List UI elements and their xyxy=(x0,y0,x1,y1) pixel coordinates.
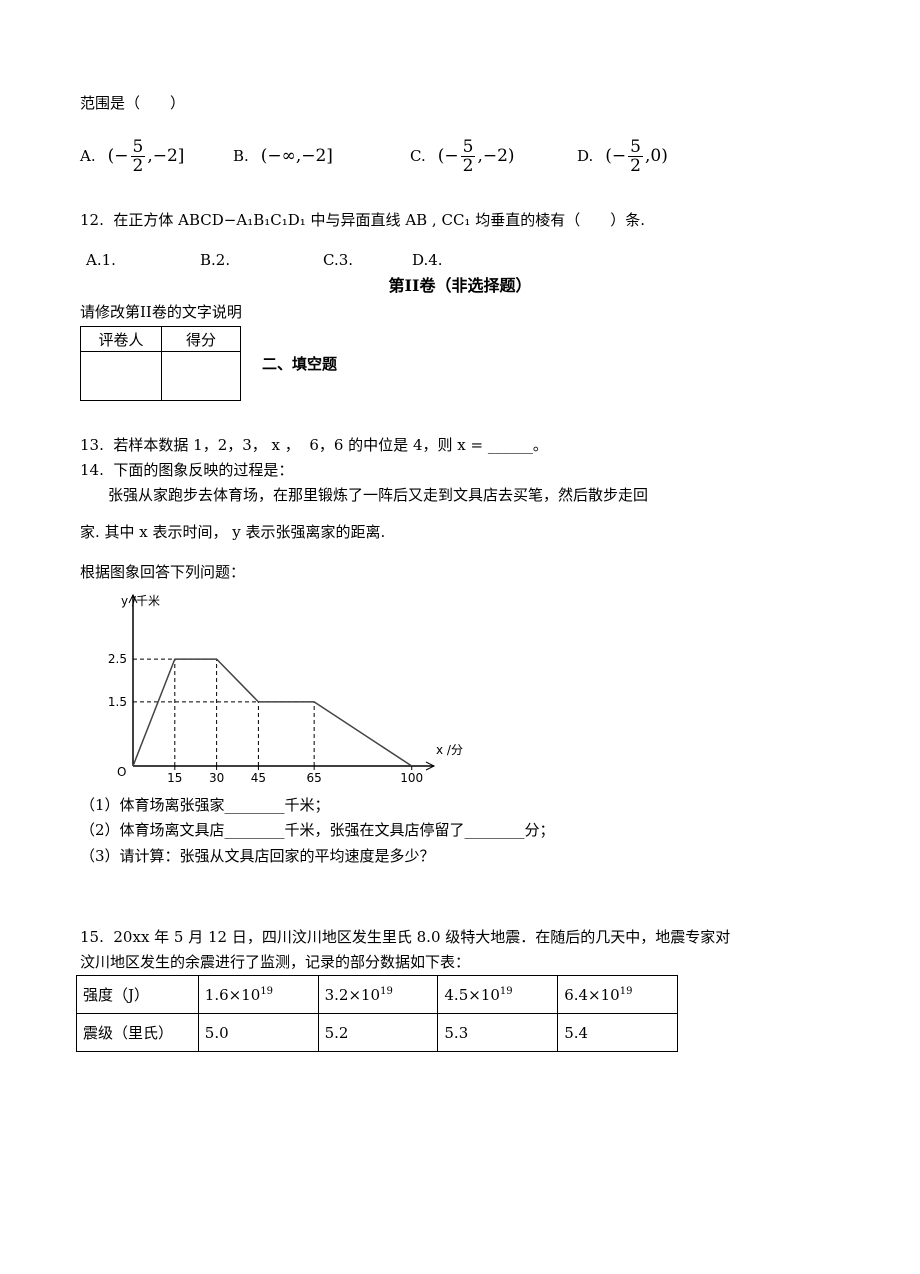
table-row: 强度（J） 1.6×1019 3.2×1019 4.5×1019 6.4×1019 xyxy=(76,975,678,1014)
denominator: 2 xyxy=(630,155,641,176)
x-tick-label: 30 xyxy=(209,771,224,785)
cell-exponent: 19 xyxy=(499,985,513,997)
q11-tail: 范围是（ ） xyxy=(80,94,186,112)
denominator: 2 xyxy=(462,155,474,176)
table-cell: 5.4 xyxy=(557,1013,678,1052)
origin-label: O xyxy=(117,765,126,779)
score-cell xyxy=(80,351,162,401)
cell-exponent: 19 xyxy=(619,985,633,997)
x-axis-label: x /分 xyxy=(436,743,463,757)
section-heading: 二、填空题 xyxy=(262,355,338,373)
option: B. (−∞,−2] xyxy=(233,136,333,176)
denominator: 2 xyxy=(132,155,144,176)
cell-base: 6.4×10 xyxy=(564,985,620,1004)
option-right: ,0) xyxy=(644,146,668,166)
score-header: 得分 xyxy=(161,326,241,352)
q13-text: 13. 若样本数据 1，2，3， x ， 6，6 的中位是 4，则 x = __… xyxy=(80,436,548,454)
option-left: (− xyxy=(605,146,627,166)
y-tick-label: 1.5 xyxy=(108,695,127,709)
subquestion: （1）体育场离张强家________千米； xyxy=(80,796,330,814)
option: C.3. xyxy=(323,251,354,269)
option-label: B. xyxy=(233,147,249,165)
table-cell: 震级（里氏） xyxy=(76,1013,199,1052)
option: A.1. xyxy=(86,251,116,269)
numerator: 5 xyxy=(460,136,476,157)
x-tick-label: 15 xyxy=(167,771,182,785)
score-header: 评卷人 xyxy=(80,326,162,352)
numerator: 5 xyxy=(628,136,643,157)
option: C. (− 5 2 ,−2) xyxy=(410,136,515,176)
q15-line: 汶川地区发生的余震进行了监测，记录的部分数据如下表： xyxy=(80,953,471,971)
q14-intro: 14. 下面的图象反映的过程是： xyxy=(80,461,294,479)
part-title: 第II卷（非选择题） xyxy=(388,276,532,295)
y-axis-label: y /千米 xyxy=(121,594,160,608)
table-cell: 5.3 xyxy=(437,1013,559,1052)
option-expr: (−∞,−2] xyxy=(260,146,333,166)
option: D.4. xyxy=(412,251,443,269)
score-header-row: 评卷人 得分 xyxy=(80,326,241,352)
numerator: 5 xyxy=(130,136,146,157)
option-right: ,−2) xyxy=(477,146,515,166)
subquestion: （2）体育场离文具店________千米，张强在文具店停留了________分； xyxy=(80,821,555,839)
option-left: (− xyxy=(437,146,459,166)
distance-line xyxy=(132,658,413,767)
table-cell: 6.4×1019 xyxy=(557,975,678,1014)
distance-time-chart: y /千米 x /分 O 1.5 2.5 15 30 45 65 100 xyxy=(108,593,463,785)
option-left: (− xyxy=(107,146,129,166)
q14-para: 张强从家跑步去体育场，在那里锻炼了一阵后又走到文具店去买笔，然后散步走回 xyxy=(108,486,649,504)
subquestion: （3）请计算：张强从文具店回家的平均速度是多少？ xyxy=(80,847,435,865)
cell-exponent: 19 xyxy=(380,985,393,997)
q15-line: 15. 20xx 年 5 月 12 日，四川汶川地区发生里氏 8.0 级特大地震… xyxy=(80,928,731,946)
part-note: 请修改第II卷的文字说明 xyxy=(80,303,242,321)
option: D. (− 5 2,0) xyxy=(577,136,668,176)
x-tick-label: 100 xyxy=(400,771,423,785)
option: B.2. xyxy=(200,251,231,269)
table-cell: 5.2 xyxy=(317,1013,439,1052)
option-label: A. xyxy=(80,147,96,165)
score-blank-row xyxy=(80,351,241,401)
score-table: 评卷人 得分 xyxy=(80,326,241,401)
score-cell xyxy=(161,351,241,401)
option: A. (− 5 2 ,−2] xyxy=(80,136,184,176)
table-cell: 强度（J） xyxy=(76,975,199,1014)
y-tick-label: 2.5 xyxy=(108,652,127,666)
table-row: 震级（里氏） 5.0 5.2 5.3 5.4 xyxy=(76,1013,678,1052)
option-label: C. xyxy=(410,147,426,165)
table-cell: 5.0 xyxy=(197,1013,319,1052)
x-arrow xyxy=(425,761,436,771)
q14-para: 家. 其中 x 表示时间， y 表示张强离家的距离. xyxy=(80,523,386,541)
x-tick-label: 65 xyxy=(307,771,322,785)
cell-base: 4.5×10 xyxy=(444,985,500,1004)
cell-base: 3.2×10 xyxy=(324,985,381,1004)
table-cell: 1.6×1019 xyxy=(197,975,319,1014)
table-cell: 4.5×1019 xyxy=(437,975,559,1014)
quake-table: 强度（J） 1.6×1019 3.2×1019 4.5×1019 6.4×1019 震级（… xyxy=(76,975,678,1052)
table-cell: 3.2×1019 xyxy=(317,975,439,1014)
q12-text: 12. 在正方体 ABCD−A₁B₁C₁D₁ 中与异面直线 AB , CC₁ 均… xyxy=(80,211,645,229)
option-right: ,−2] xyxy=(147,146,185,166)
cell-exponent: 19 xyxy=(260,985,274,997)
option-label: D. xyxy=(577,147,594,165)
x-tick-label: 45 xyxy=(251,771,266,785)
cell-base: 1.6×10 xyxy=(204,985,261,1004)
q14-prompt: 根据图象回答下列问题： xyxy=(80,563,246,581)
y-arrow xyxy=(128,593,138,604)
